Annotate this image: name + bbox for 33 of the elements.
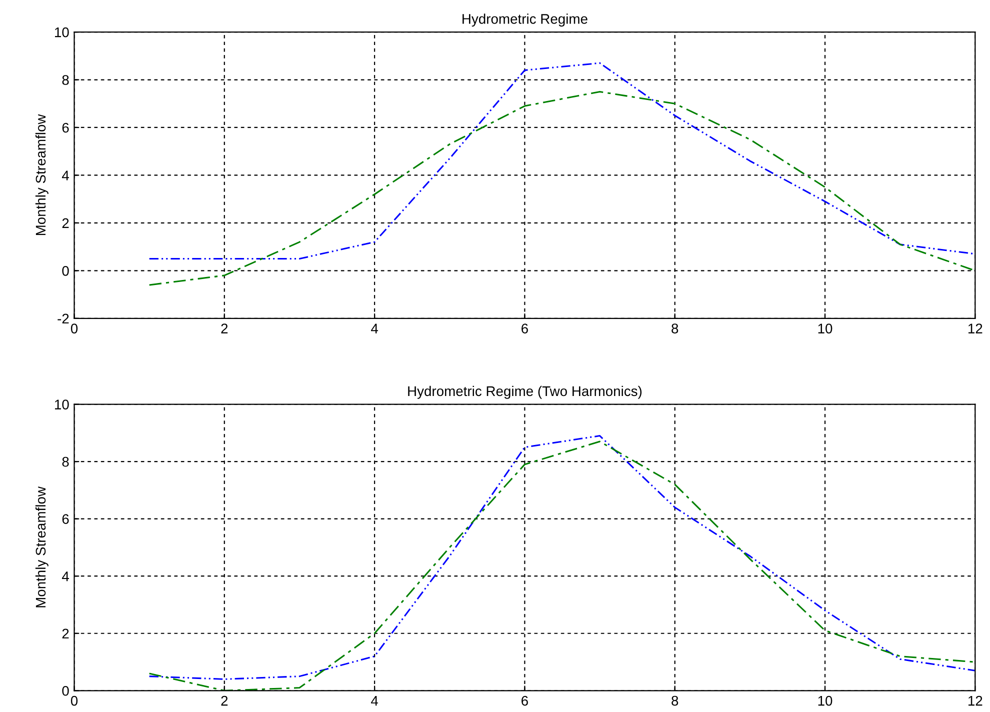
y-tick-label: 8 xyxy=(62,456,69,467)
x-tick-label: 6 xyxy=(522,324,528,334)
y-tick-label: 10 xyxy=(55,400,69,410)
line-series xyxy=(148,62,976,260)
x-tick-label: 2 xyxy=(221,324,228,334)
y-tick-label: -2 xyxy=(58,314,69,324)
y-tick-label: 8 xyxy=(62,75,69,85)
y-tick-label: 2 xyxy=(62,628,69,638)
x-tick-label: 8 xyxy=(672,324,678,334)
chart-title: Hydrometric Regime xyxy=(462,14,588,27)
x-tick-label: 0 xyxy=(70,324,78,334)
line-series xyxy=(148,90,976,286)
y-axis-title: Monthly Streamflow xyxy=(35,114,48,236)
y-tick-label: 0 xyxy=(62,686,69,696)
x-tick-label: 2 xyxy=(221,696,228,706)
x-tick-label: 4 xyxy=(371,696,378,706)
y-tick-label: 10 xyxy=(55,27,69,38)
x-tick-label: 12 xyxy=(968,324,982,334)
x-tick-label: 4 xyxy=(371,324,378,334)
x-tick-label: 10 xyxy=(818,324,832,334)
y-tick-label: 2 xyxy=(62,218,69,228)
y-tick-label: 4 xyxy=(62,572,69,582)
y-tick-label: 6 xyxy=(62,514,69,524)
y-axis-title: Monthly Streamflow xyxy=(35,486,48,608)
x-tick-label: 8 xyxy=(672,696,678,706)
x-tick-label: 12 xyxy=(968,696,982,706)
y-tick-label: 6 xyxy=(62,122,69,133)
x-tick-label: 0 xyxy=(70,696,78,706)
y-tick-label: 4 xyxy=(62,170,69,180)
y-tick-label: 0 xyxy=(62,266,69,276)
x-tick-label: 6 xyxy=(522,696,528,706)
x-tick-label: 10 xyxy=(818,696,832,706)
chart-title: Hydrometric Regime (Two Harmonics) xyxy=(408,386,642,399)
